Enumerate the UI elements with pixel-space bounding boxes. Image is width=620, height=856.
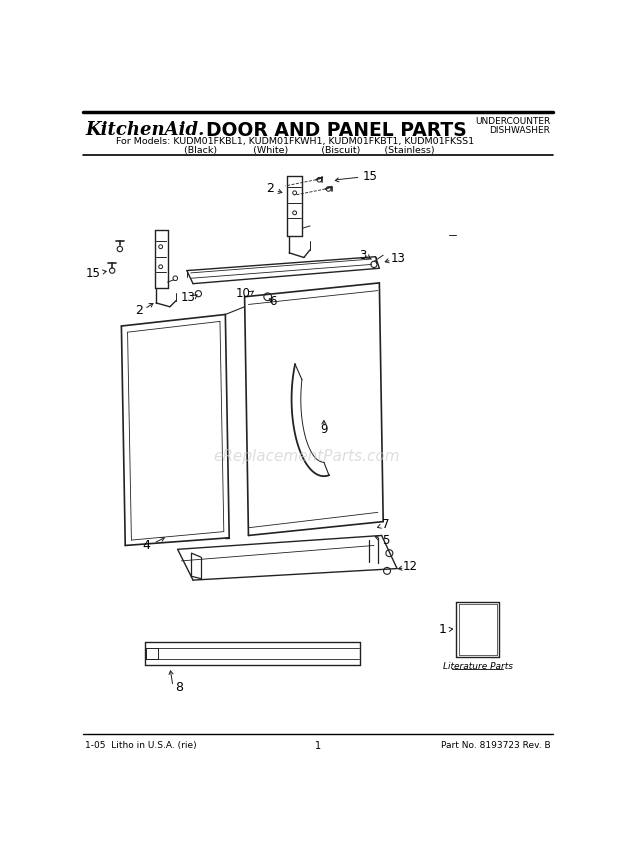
Text: 15: 15	[86, 267, 100, 280]
Text: KitchenAid.: KitchenAid.	[85, 122, 205, 140]
Text: 3: 3	[359, 249, 366, 262]
Text: Part No. 8193723 Rev. B: Part No. 8193723 Rev. B	[441, 741, 551, 750]
Text: 12: 12	[402, 560, 418, 573]
Text: 2: 2	[135, 304, 143, 317]
Text: DOOR AND PANEL PARTS: DOOR AND PANEL PARTS	[206, 121, 467, 140]
Text: 5: 5	[382, 533, 389, 547]
Text: 1: 1	[315, 740, 321, 751]
Text: DISHWASHER: DISHWASHER	[489, 126, 551, 135]
Text: 13: 13	[391, 252, 406, 265]
Text: 9: 9	[320, 424, 327, 437]
Text: 10: 10	[236, 287, 250, 300]
Text: Literature Parts: Literature Parts	[443, 662, 513, 671]
Text: 1: 1	[438, 623, 446, 636]
Text: 8: 8	[175, 681, 183, 694]
Text: (Black)            (White)           (Biscuit)        (Stainless): (Black) (White) (Biscuit) (Stainless)	[154, 146, 435, 155]
Text: 7: 7	[382, 518, 389, 532]
Text: 1-05  Litho in U.S.A. (rie): 1-05 Litho in U.S.A. (rie)	[85, 741, 197, 750]
Text: 4: 4	[143, 539, 151, 552]
Text: 2: 2	[266, 182, 274, 195]
Text: eReplacementParts.com: eReplacementParts.com	[213, 449, 399, 465]
Text: UNDERCOUNTER: UNDERCOUNTER	[475, 116, 551, 126]
Text: 15: 15	[363, 170, 378, 183]
Text: For Models: KUDM01FKBL1, KUDM01FKWH1, KUDM01FKBT1, KUDM01FKSS1: For Models: KUDM01FKBL1, KUDM01FKWH1, KU…	[115, 137, 474, 146]
Text: 6: 6	[269, 294, 277, 308]
Text: 13: 13	[181, 291, 196, 304]
